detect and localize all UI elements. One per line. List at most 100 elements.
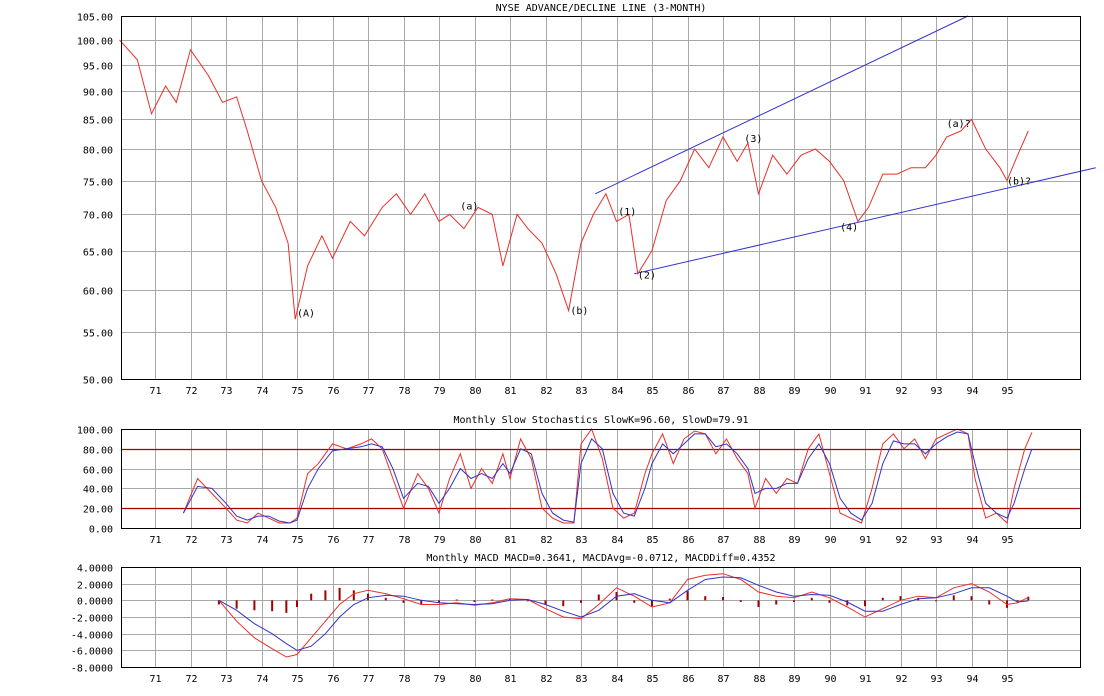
histogram-bar — [686, 591, 689, 601]
x-tick-label: 77 — [362, 535, 374, 546]
y-tick-label: -8.0000 — [71, 664, 113, 675]
histogram-bar — [757, 600, 760, 607]
y-tick-label: 95.00 — [83, 62, 113, 73]
x-tick-label: 77 — [362, 386, 374, 397]
histogram-bar — [271, 600, 274, 612]
y-tick-label: -2.0000 — [71, 614, 113, 625]
histogram-bar — [668, 598, 671, 601]
x-tick-label: 77 — [362, 674, 374, 685]
histogram-bar — [651, 600, 653, 607]
histogram-bar — [881, 597, 884, 601]
y-tick-label: 85.00 — [83, 116, 113, 127]
x-tick-label: 90 — [824, 674, 836, 685]
y-tick-label: 2.0000 — [77, 581, 113, 592]
histogram-bar — [846, 600, 849, 606]
y-tick-label: 40.00 — [83, 485, 113, 496]
y-tick-label: 70.00 — [83, 211, 113, 222]
histogram-bar — [988, 600, 991, 605]
wave-annotation: (A) — [297, 308, 315, 319]
x-tick-label: 76 — [327, 674, 339, 685]
x-tick-label: 91 — [859, 535, 871, 546]
wave-annotation: (a)? — [947, 119, 971, 130]
x-tick-label: 71 — [149, 674, 161, 685]
x-tick-label: 91 — [859, 674, 871, 685]
histogram-bar — [739, 600, 742, 602]
wave-annotation: (3) — [744, 134, 762, 145]
x-tick-label: 81 — [504, 674, 516, 685]
histogram-bar — [722, 597, 724, 601]
y-tick-label: 90.00 — [83, 88, 113, 99]
x-tick-label: 71 — [149, 386, 161, 397]
x-tick-label: 72 — [185, 535, 197, 546]
y-tick-label: 80.00 — [83, 146, 113, 157]
y-tick-label: 4.0000 — [77, 564, 113, 575]
histogram-bar — [864, 600, 866, 607]
x-tick-label: 95 — [1001, 535, 1013, 546]
histogram-bar — [235, 600, 238, 609]
histogram-bar — [352, 590, 355, 601]
histogram-bar — [935, 600, 937, 602]
histogram-bar — [633, 600, 636, 603]
y-tick-label: 80.00 — [83, 446, 113, 457]
histogram-bar — [580, 600, 582, 603]
x-tick-label: 87 — [717, 535, 729, 546]
histogram-bar — [597, 594, 600, 601]
x-tick-label: 94 — [966, 674, 978, 685]
wave-annotation: (1) — [618, 207, 636, 218]
x-tick-label: 76 — [327, 386, 339, 397]
x-tick-label: 91 — [859, 386, 871, 397]
histogram-bar — [952, 595, 955, 601]
x-tick-label: 75 — [291, 535, 303, 546]
x-tick-label: 83 — [575, 386, 587, 397]
x-tick-label: 89 — [788, 535, 800, 546]
x-tick-label: 85 — [646, 535, 658, 546]
x-tick-label: 95 — [1001, 386, 1013, 397]
x-tick-label: 79 — [433, 386, 445, 397]
x-tick-label: 84 — [611, 674, 623, 685]
x-tick-label: 93 — [930, 386, 942, 397]
x-tick-label: 82 — [540, 674, 552, 685]
histogram-bar — [509, 598, 511, 601]
x-tick-label: 87 — [717, 674, 729, 685]
series-line — [182, 427, 1033, 524]
x-tick-label: 74 — [256, 535, 268, 546]
x-tick-label: 73 — [220, 535, 232, 546]
wave-annotation: (2) — [638, 271, 656, 282]
x-tick-label: 71 — [149, 535, 161, 546]
wave-annotation: (b) — [570, 306, 588, 317]
series-line — [119, 39, 1029, 320]
histogram-bar — [491, 599, 494, 601]
histogram-bar — [473, 600, 476, 602]
histogram-bar — [217, 600, 220, 605]
x-tick-label: 78 — [398, 386, 410, 397]
y-tick-label: 0.0000 — [77, 597, 113, 608]
y-tick-label: 50.00 — [83, 376, 113, 387]
histogram-bar — [810, 597, 813, 601]
x-tick-label: 93 — [930, 535, 942, 546]
x-tick-label: 88 — [753, 386, 765, 397]
x-tick-label: 79 — [433, 674, 445, 685]
x-tick-label: 78 — [398, 674, 410, 685]
histogram-bar — [384, 597, 387, 601]
histogram-bar — [455, 599, 458, 601]
x-tick-label: 92 — [895, 535, 907, 546]
y-tick-label: 105.00 — [77, 13, 113, 24]
x-tick-label: 86 — [682, 674, 694, 685]
x-tick-label: 72 — [185, 386, 197, 397]
y-tick-label: 0.00 — [89, 525, 113, 536]
y-tick-label: 65.00 — [83, 248, 113, 259]
histogram-bar — [285, 600, 288, 613]
wave-annotation: (4) — [840, 222, 858, 233]
x-tick-label: 80 — [469, 386, 481, 397]
panel-1: NYSE ADVANCE/DECLINE LINE (3-MONTH) 50.00… — [77, 3, 1096, 397]
histogram-bar — [367, 593, 369, 601]
histogram-bar — [253, 600, 256, 611]
x-tick-label: 95 — [1001, 674, 1013, 685]
x-tick-label: 85 — [646, 674, 658, 685]
x-tick-label: 83 — [575, 535, 587, 546]
x-tick-label: 86 — [682, 386, 694, 397]
x-tick-label: 85 — [646, 386, 658, 397]
trendline — [634, 167, 1096, 275]
y-tick-label: 60.00 — [83, 287, 113, 298]
